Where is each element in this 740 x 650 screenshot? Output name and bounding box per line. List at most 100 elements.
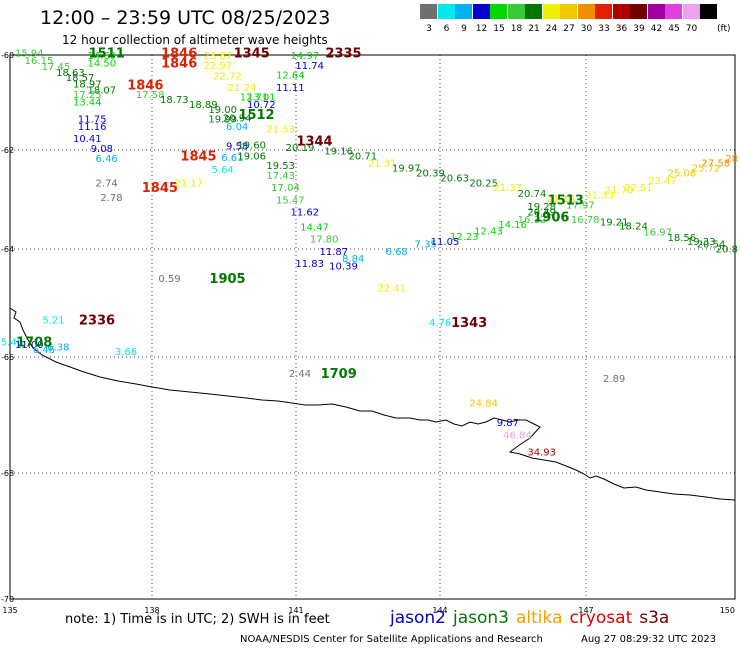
latitude-tick-label: -66 <box>1 353 14 362</box>
pass-time-label: 1846 <box>161 56 197 71</box>
longitude-tick-label: 150 <box>720 606 735 615</box>
legend-swatch <box>560 4 577 19</box>
swh-value-label: 20.39 <box>416 169 445 180</box>
swh-value-label: 12.23 <box>450 232 479 243</box>
swh-value-label: 5.21 <box>42 315 64 326</box>
legend-swatch <box>595 4 612 19</box>
legend-bin-label: 6 <box>443 24 450 34</box>
legend-bin-label: 3 <box>426 24 432 34</box>
swh-value-label: 10.72 <box>247 100 276 111</box>
legend-bin-label: 24 <box>545 24 558 34</box>
swh-value-label: 16.32 <box>518 215 547 226</box>
coastline-path <box>9 307 736 501</box>
legend-bin-label: 18 <box>510 24 523 34</box>
legend-swatch <box>630 4 647 19</box>
swh-value-label: 22.41 <box>378 284 407 295</box>
swh-value-label: 23.87 <box>204 51 233 62</box>
swh-value-label: 7.35 <box>415 239 437 250</box>
swh-value-label: 19.33 <box>687 237 716 248</box>
longitude-tick-label: 135 <box>2 606 17 615</box>
swh-value-label: 18.24 <box>619 221 648 232</box>
swh-value-label: 20.54 <box>697 239 726 250</box>
map-border <box>9 54 736 600</box>
pass-time-label: 1513 <box>548 193 584 208</box>
swh-value-label: 12.43 <box>474 226 503 237</box>
swh-value-label: 25.06 <box>668 169 697 180</box>
swh-value-label: 16.97 <box>643 227 672 238</box>
pass-time-label: 1906 <box>533 211 569 226</box>
pass-time-label: 1846 <box>127 78 163 93</box>
legend-bin-label: 36 <box>615 24 628 34</box>
swh-value-label: 20.49 <box>527 208 556 219</box>
swh-value-label: 6.46 <box>33 345 55 356</box>
swh-value-label: 14.16 <box>498 220 527 231</box>
swh-value-label: 11.75 <box>78 115 107 126</box>
swh-value-label: 17.58 <box>136 90 165 101</box>
swh-value-label: 20.63 <box>440 173 469 184</box>
swh-value-label: 19.99 <box>208 115 237 126</box>
swh-value-label: 34.93 <box>527 448 556 459</box>
swh-value-label: 8.84 <box>342 254 364 265</box>
swh-value-label: 20.94 <box>223 114 252 125</box>
swh-value-label: 11.11 <box>276 83 305 94</box>
swh-value-label: 21.37 <box>494 183 523 194</box>
swh-value-label: 17.97 <box>566 200 595 211</box>
longitude-tick-label: 147 <box>578 606 593 615</box>
legend-swatch <box>525 4 542 19</box>
longitude-tick-label: 138 <box>144 606 159 615</box>
coastline <box>9 307 736 501</box>
swh-value-label: 21.17 <box>175 178 204 189</box>
swh-value-label: 16.15 <box>25 56 54 67</box>
latitude-tick-label: -62 <box>1 146 14 155</box>
swh-value-label: 17.25 <box>73 90 102 101</box>
pass-time-label: 1846 <box>161 47 197 62</box>
swh-value-label: 27.58 <box>702 159 731 170</box>
swh-value-label: 18.63 <box>56 68 85 79</box>
swh-value-label: 3.66 <box>115 347 137 358</box>
swh-value-label: 6.38 <box>47 342 69 353</box>
swh-value-label: 14.69 <box>88 51 117 62</box>
latitude-tick-label: -68 <box>1 469 14 478</box>
swh-value-label: 12.64 <box>276 71 305 82</box>
satellite-name: jason2 <box>390 608 446 628</box>
legend-bin-label: 9 <box>461 24 467 34</box>
swh-value-label: 10.39 <box>329 262 358 273</box>
legend-swatch <box>542 4 560 19</box>
swh-value-label: 2.74 <box>96 178 118 189</box>
legend-swatch <box>455 4 472 19</box>
swh-value-label: 13.44 <box>73 98 102 109</box>
legend-swatch <box>612 4 630 19</box>
swh-value-label: 46.84 <box>503 430 532 441</box>
legend-unit: (ft) <box>717 24 731 34</box>
footer-note: note: 1) Time is in UTC; 2) SWH is in fe… <box>65 612 330 627</box>
legend-swatch <box>472 4 490 19</box>
swh-value-label: 18.73 <box>160 95 189 106</box>
pass-time-label: 1511 <box>89 47 125 62</box>
swh-value-label: 11.16 <box>78 122 107 133</box>
pass-time-label: 1709 <box>321 367 357 382</box>
swh-value-label: 11.62 <box>291 208 320 219</box>
swh-value-label: 18.97 <box>73 79 102 90</box>
legend-swatch <box>700 4 717 19</box>
legend-bin-label: 15 <box>493 24 505 34</box>
swh-value-label: 2.78 <box>100 193 122 204</box>
swh-value-label: 2.44 <box>289 369 311 380</box>
pass-time-label: 1845 <box>180 149 216 164</box>
axis-tick-labels: -60 -62 -64 -66 -68 -70 135 138 141 144 147 150 <box>1 51 735 615</box>
swh-value-label: 18.57 <box>66 73 95 84</box>
legend-bin-label: 70 <box>685 24 698 34</box>
swh-value-label: 17.04 <box>271 183 300 194</box>
longitude-tick-label: 144 <box>432 606 447 615</box>
swh-value-label: 20.19 <box>286 143 315 154</box>
swh-value-label: 9.87 <box>497 418 519 429</box>
swh-value-label: 22.72 <box>213 72 242 83</box>
satellite-name: altika <box>516 608 563 628</box>
swh-value-label: 25.72 <box>692 164 721 175</box>
swh-value-label: 11.74 <box>295 61 324 72</box>
swh-value-label: 19.06 <box>237 151 266 162</box>
swh-value-label: 19.28 <box>527 202 556 213</box>
swh-value-label: 21.24 <box>228 83 257 94</box>
pass-time-label: 1345 <box>234 47 270 62</box>
swh-value-label: 19.97 <box>392 164 421 175</box>
swh-value-label: 5.40 <box>1 337 23 348</box>
